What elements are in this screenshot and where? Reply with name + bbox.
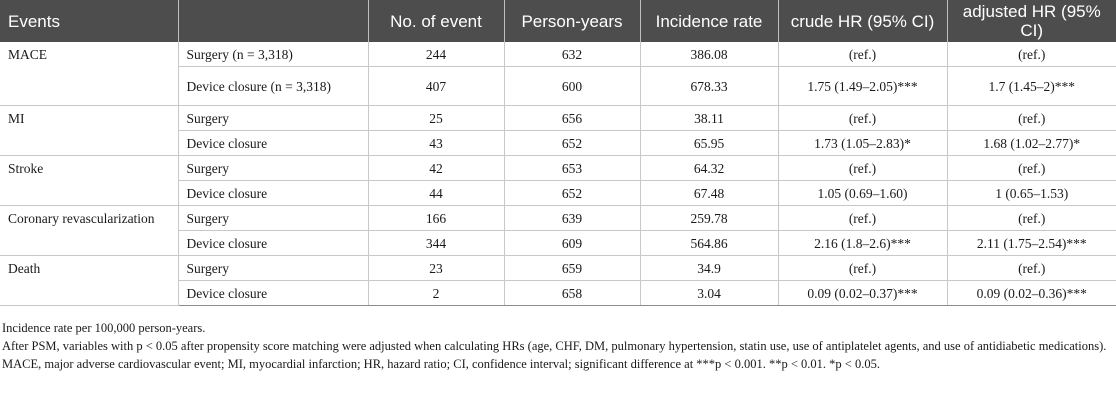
table-row: MI Surgery 25 656 38.11 (ref.) (ref.) <box>0 105 1116 156</box>
event-count-cell: 42 <box>368 155 505 181</box>
adjusted-hr-cell: 1 (0.65–1.53) <box>947 180 1116 206</box>
crude-hr-cell: 0.09 (0.02–0.37)*** <box>778 280 948 306</box>
incidence-rate-cell: 3.04 <box>640 280 779 306</box>
table-row: MACE Surgery (n = 3,318) 244 632 386.08 … <box>0 42 1116 106</box>
group-cell: Device closure (n = 3,318) <box>178 66 369 106</box>
person-years-cell: 632 <box>504 42 641 67</box>
incidence-rate-cell: 34.9 <box>640 255 779 281</box>
person-years-cell: 639 <box>504 205 641 231</box>
col-events-count: No. of event <box>368 0 505 42</box>
adjusted-hr-cell: 2.11 (1.75–2.54)*** <box>947 230 1116 256</box>
crude-hr-cell: 2.16 (1.8–2.6)*** <box>778 230 948 256</box>
person-years-cell: 653 <box>504 155 641 181</box>
person-years-cell: 609 <box>504 230 641 256</box>
event-cell: Death <box>0 255 179 306</box>
group-cell: Device closure <box>178 130 369 156</box>
event-count-cell: 407 <box>368 66 505 106</box>
incidence-rate-cell: 386.08 <box>640 42 779 67</box>
table-footnotes: Incidence rate per 100,000 person-years.… <box>0 306 1116 373</box>
col-adjusted-hr: adjusted HR (95% CI) <box>947 0 1116 42</box>
person-years-cell: 600 <box>504 66 641 106</box>
event-count-cell: 25 <box>368 105 505 131</box>
crude-hr-cell: (ref.) <box>778 255 948 281</box>
person-years-cell: 658 <box>504 280 641 306</box>
adjusted-hr-cell: (ref.) <box>947 105 1116 131</box>
footnote-incidence: Incidence rate per 100,000 person-years. <box>2 321 206 335</box>
group-cell: Surgery <box>178 205 369 231</box>
footnote-abbreviations: MACE, major adverse cardiovascular event… <box>2 357 880 371</box>
adjusted-hr-cell: (ref.) <box>947 42 1116 67</box>
group-cell: Surgery (n = 3,318) <box>178 42 369 67</box>
adjusted-hr-cell: 1.7 (1.45–2)*** <box>947 66 1116 106</box>
table-row: Device closure 2 658 3.04 0.09 (0.02–0.3… <box>0 280 1116 306</box>
event-count-cell: 23 <box>368 255 505 281</box>
event-cell: Stroke <box>0 155 179 206</box>
adjusted-hr-cell: 1.68 (1.02–2.77)* <box>947 130 1116 156</box>
person-years-cell: 659 <box>504 255 641 281</box>
incidence-rate-cell: 564.86 <box>640 230 779 256</box>
incidence-rate-cell: 67.48 <box>640 180 779 206</box>
crude-hr-cell: 1.05 (0.69–1.60) <box>778 180 948 206</box>
header-row: Events No. of event Person-years Inciden… <box>0 0 1116 42</box>
event-count-cell: 2 <box>368 280 505 306</box>
crude-hr-cell: (ref.) <box>778 105 948 131</box>
crude-hr-cell: 1.73 (1.05–2.83)* <box>778 130 948 156</box>
adjusted-hr-cell: (ref.) <box>947 155 1116 181</box>
group-cell: Surgery <box>178 255 369 281</box>
table-row: Device closure 344 609 564.86 2.16 (1.8–… <box>0 230 1116 256</box>
incidence-rate-cell: 65.95 <box>640 130 779 156</box>
event-count-cell: 43 <box>368 130 505 156</box>
group-cell: Device closure <box>178 230 369 256</box>
event-count-cell: 244 <box>368 42 505 67</box>
incidence-rate-cell: 64.32 <box>640 155 779 181</box>
table-row: Device closure 44 652 67.48 1.05 (0.69–1… <box>0 180 1116 206</box>
adjusted-hr-cell: (ref.) <box>947 255 1116 281</box>
event-cell: Coronary revascularization <box>0 205 179 256</box>
col-group <box>178 0 369 42</box>
event-count-cell: 44 <box>368 180 505 206</box>
group-cell: Surgery <box>178 155 369 181</box>
crude-hr-cell: (ref.) <box>778 42 948 67</box>
col-crude-hr: crude HR (95% CI) <box>778 0 948 42</box>
group-cell: Surgery <box>178 105 369 131</box>
incidence-rate-cell: 678.33 <box>640 66 779 106</box>
table-row: Device closure 43 652 65.95 1.73 (1.05–2… <box>0 130 1116 156</box>
person-years-cell: 652 <box>504 180 641 206</box>
adjusted-hr-cell: 0.09 (0.02–0.36)*** <box>947 280 1116 306</box>
event-cell: MACE <box>0 42 179 106</box>
col-events: Events <box>0 0 179 42</box>
table-row: Stroke Surgery 42 653 64.32 (ref.) (ref.… <box>0 155 1116 206</box>
group-cell: Device closure <box>178 180 369 206</box>
person-years-cell: 656 <box>504 105 641 131</box>
footnote-adjustment: After PSM, variables with p < 0.05 after… <box>2 339 1107 353</box>
table-row: Coronary revascularization Surgery 166 6… <box>0 205 1116 256</box>
crude-hr-cell: (ref.) <box>778 205 948 231</box>
table-row: Device closure (n = 3,318) 407 600 678.3… <box>0 66 1116 106</box>
incidence-rate-cell: 38.11 <box>640 105 779 131</box>
adjusted-hr-cell: (ref.) <box>947 205 1116 231</box>
event-count-cell: 344 <box>368 230 505 256</box>
crude-hr-cell: (ref.) <box>778 155 948 181</box>
person-years-cell: 652 <box>504 130 641 156</box>
table-row: Death Surgery 23 659 34.9 (ref.) (ref.) <box>0 255 1116 306</box>
col-person-years: Person-years <box>504 0 641 42</box>
results-table: Events No. of event Person-years Inciden… <box>0 0 1116 306</box>
col-incidence-rate: Incidence rate <box>640 0 779 42</box>
crude-hr-cell: 1.75 (1.49–2.05)*** <box>778 66 948 106</box>
event-count-cell: 166 <box>368 205 505 231</box>
incidence-rate-cell: 259.78 <box>640 205 779 231</box>
event-cell: MI <box>0 105 179 156</box>
group-cell: Device closure <box>178 280 369 306</box>
